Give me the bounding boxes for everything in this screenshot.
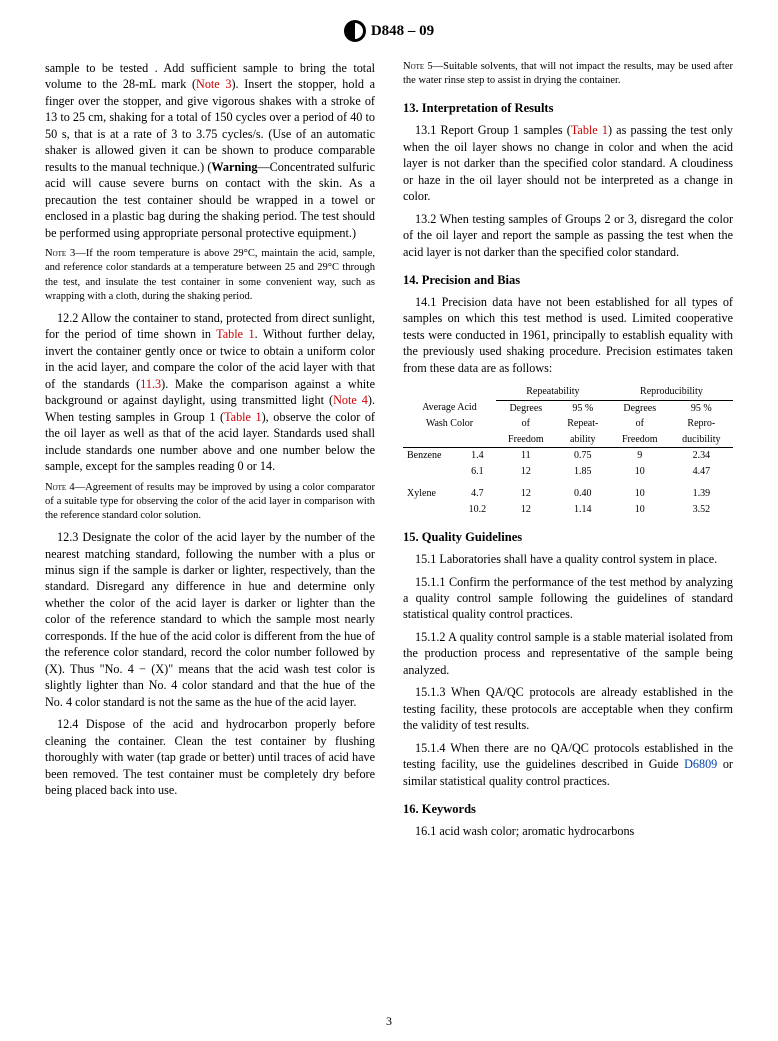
table-row: Benzene 1.4 11 0.75 9 2.34 — [403, 448, 733, 464]
designation: D848 – 09 — [371, 23, 434, 40]
para-14-1: 14.1 Precision data have not been establ… — [403, 294, 733, 376]
para-15-1-1: 15.1.1 Confirm the performance of the te… — [403, 574, 733, 623]
ref-11-3: 11.3 — [140, 377, 161, 391]
para-12-3: 12.3 Designate the color of the acid lay… — [45, 529, 375, 710]
para-15-1-2: 15.1.2 A quality control sample is a sta… — [403, 629, 733, 678]
para-16-1: 16.1 acid wash color; aromatic hydrocarb… — [403, 823, 733, 839]
section-13-title: 13. Interpretation of Results — [403, 100, 733, 117]
note-3: Note 3—If the room temperature is above … — [45, 247, 375, 304]
guide-d6809-link: D6809 — [684, 757, 717, 771]
left-column: sample to be tested . Add sufficient sam… — [45, 60, 375, 846]
para-13-2: 13.2 When testing samples of Groups 2 or… — [403, 211, 733, 260]
section-14-title: 14. Precision and Bias — [403, 272, 733, 289]
note-3-ref: Note 3 — [196, 77, 231, 91]
note-4-ref: Note 4 — [333, 393, 368, 407]
section-15-title: 15. Quality Guidelines — [403, 529, 733, 546]
th-reprod: Reproducibility — [610, 384, 733, 400]
table-row: Xylene 4.7 12 0.40 10 1.39 — [403, 486, 733, 502]
table-row: 10.2 12 1.14 10 3.52 — [403, 502, 733, 518]
para-12-4: 12.4 Dispose of the acid and hydrocarbon… — [45, 716, 375, 798]
page-number: 3 — [0, 1014, 778, 1029]
para-15-1-4: 15.1.4 When there are no QA/QC protocols… — [403, 740, 733, 789]
para-13-1: 13.1 Report Group 1 samples (Table 1) as… — [403, 122, 733, 204]
note-4: Note 4—Agreement of results may be impro… — [45, 481, 375, 524]
para-15-1-3: 15.1.3 When QA/QC protocols are already … — [403, 684, 733, 733]
table-1-ref-c: Table 1 — [571, 123, 608, 137]
para-12-2: 12.2 Allow the container to stand, prote… — [45, 310, 375, 475]
section-16-title: 16. Keywords — [403, 801, 733, 818]
table-1-ref: Table 1 — [216, 327, 254, 341]
table-row: 6.1 12 1.85 10 4.47 — [403, 464, 733, 480]
th-repeat: Repeatability — [496, 384, 610, 400]
para-12-1-cont: sample to be tested . Add sufficient sam… — [45, 60, 375, 241]
table-1-ref-b: Table 1 — [224, 410, 262, 424]
page-header: D848 – 09 — [45, 20, 733, 42]
astm-logo — [344, 20, 366, 42]
content-columns: sample to be tested . Add sufficient sam… — [45, 60, 733, 846]
para-15-1: 15.1 Laboratories shall have a quality c… — [403, 551, 733, 567]
precision-table: Repeatability Reproducibility Average Ac… — [403, 384, 733, 517]
note-5: Note 5—Suitable solvents, that will not … — [403, 60, 733, 88]
right-column: Note 5—Suitable solvents, that will not … — [403, 60, 733, 846]
